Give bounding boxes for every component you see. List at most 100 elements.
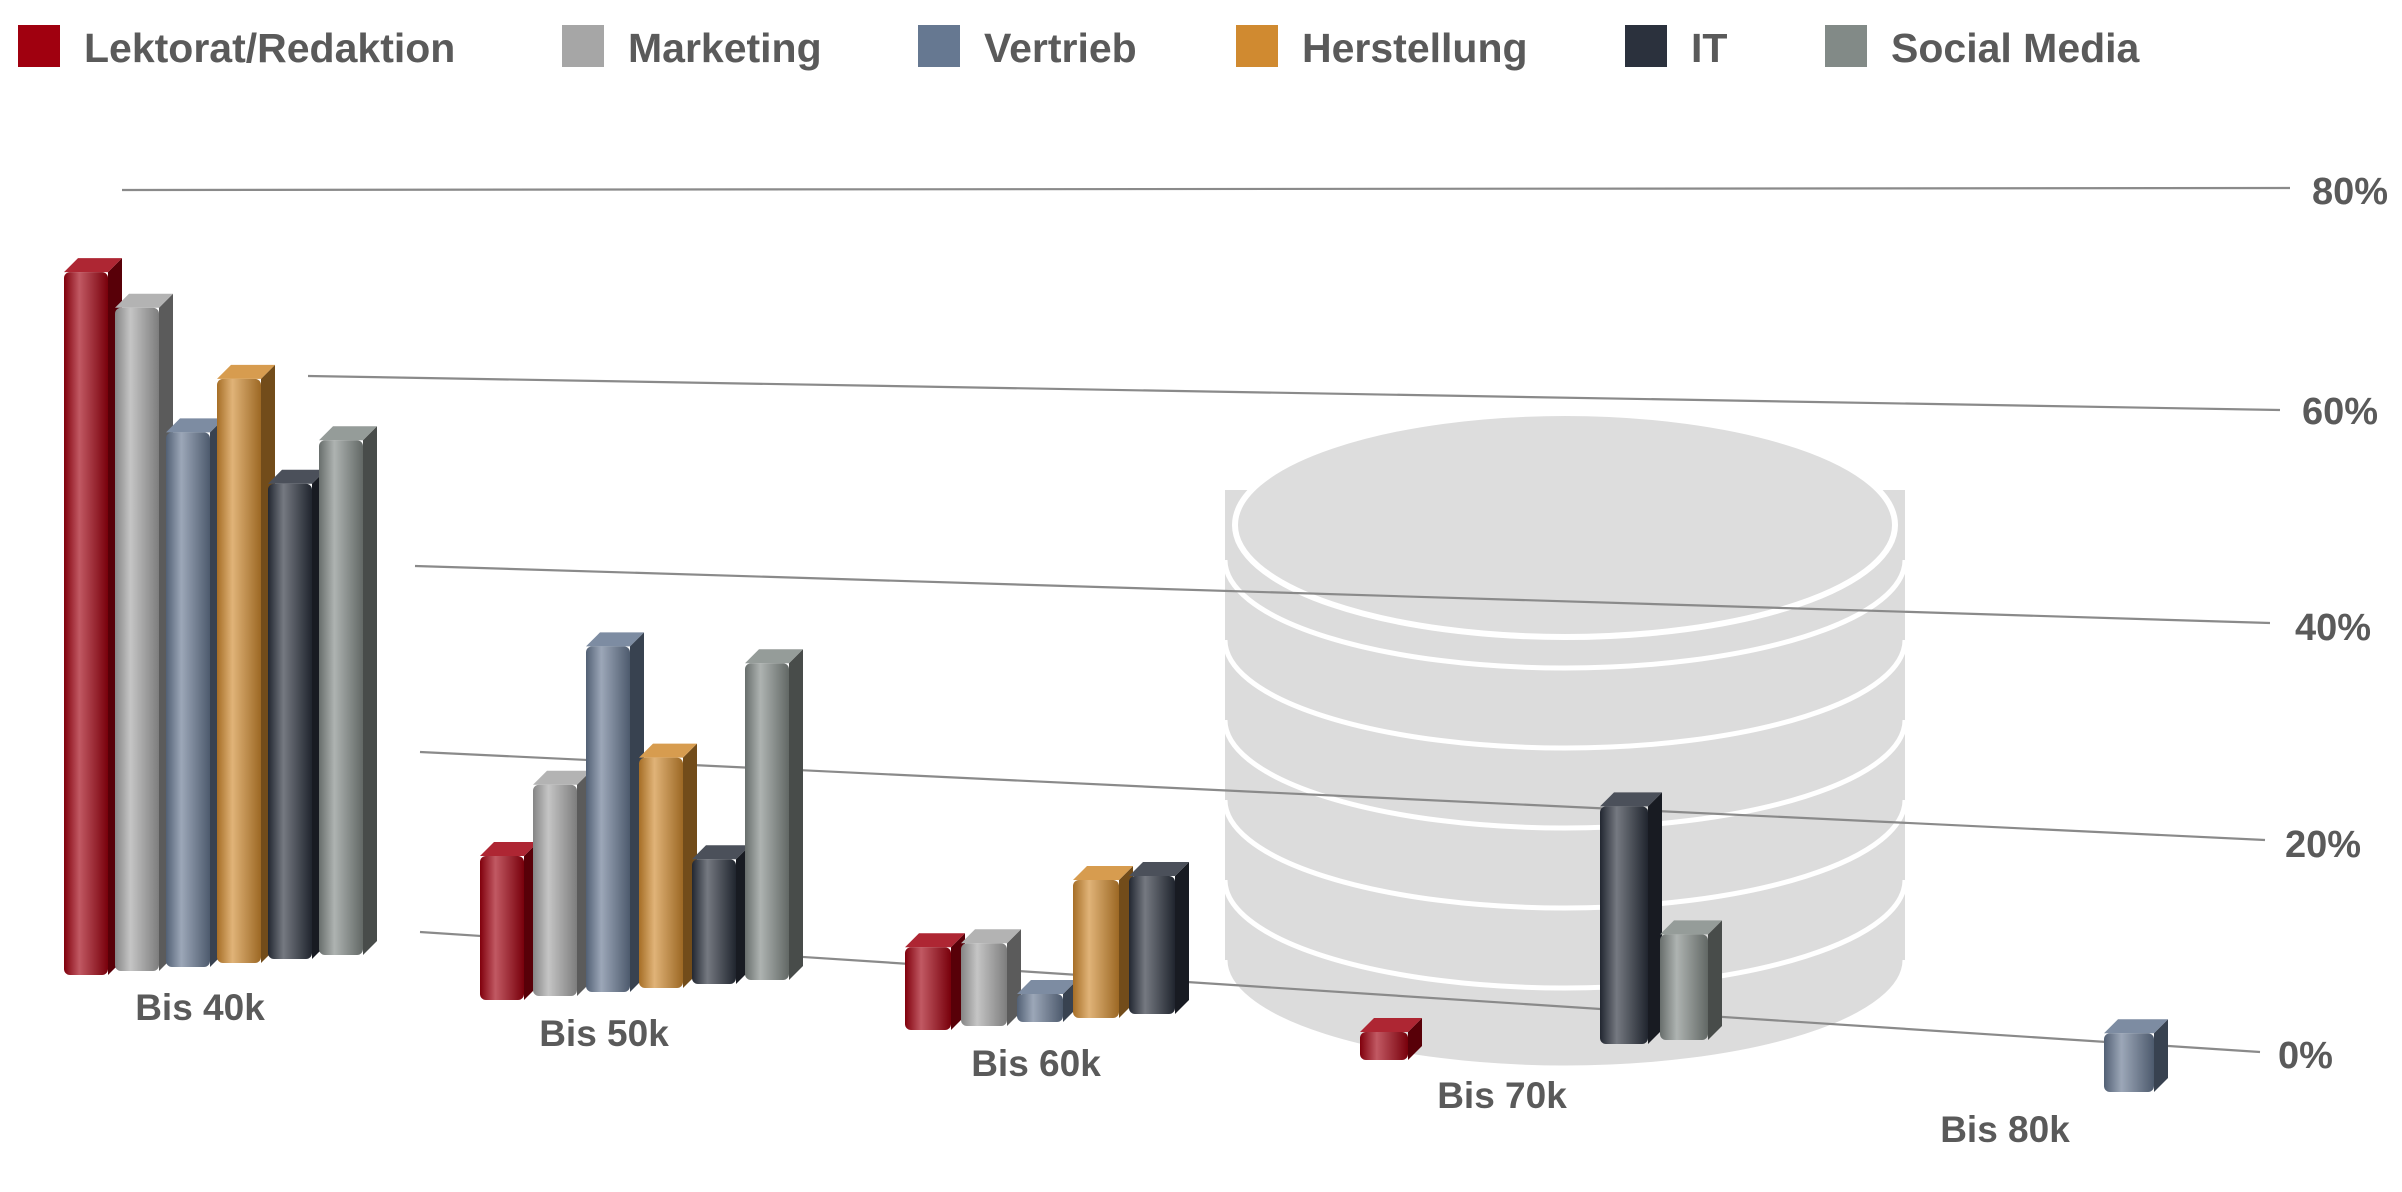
bar-front (319, 440, 363, 955)
x-category-label: Bis 40k (135, 987, 265, 1028)
legend-item: Herstellung (1236, 25, 1528, 71)
legend-swatch (918, 25, 960, 67)
bar-top (1017, 980, 1077, 994)
bar (64, 258, 122, 976)
bar (1660, 920, 1722, 1040)
gridline (307, 374, 2281, 412)
x-axis-categories: Bis 40k Bis 50k Bis 60k Bis 70k Bis 80k (135, 987, 2070, 1150)
x-category-label: Bis 50k (539, 1013, 669, 1054)
bar-front (217, 378, 261, 963)
bar-front (2104, 1033, 2154, 1092)
legend-swatch (1236, 25, 1278, 67)
database-top (1232, 410, 1898, 640)
bar-front (1073, 880, 1119, 1018)
bar-top (319, 426, 377, 441)
bar-front (745, 663, 789, 980)
bar-top (905, 933, 965, 948)
bar-front (1017, 994, 1063, 1022)
bar-front (905, 947, 951, 1030)
bar (166, 418, 224, 967)
bar-top (217, 364, 275, 379)
bar-top (1660, 920, 1722, 935)
bar-front (1360, 1032, 1408, 1060)
bar (961, 929, 1021, 1026)
gridline (419, 750, 2266, 842)
legend-label: Social Media (1891, 25, 2141, 71)
x-category-label: Bis 80k (1940, 1109, 2070, 1150)
bar-top (1600, 792, 1662, 807)
bar (268, 469, 326, 959)
bar (1073, 866, 1133, 1018)
bar-top (745, 649, 803, 664)
y-tick-label: 40% (2295, 607, 2371, 649)
legend-item: Vertrieb (918, 25, 1137, 71)
bar (533, 770, 591, 996)
gridline (414, 564, 2271, 625)
bar-front (64, 272, 108, 976)
bar-front (166, 432, 210, 967)
legend-label: Herstellung (1302, 25, 1528, 71)
bar-side (789, 649, 803, 980)
bars (64, 258, 2168, 1092)
x-category-label: Bis 70k (1437, 1075, 1567, 1116)
bar-top (64, 258, 122, 273)
y-tick-label: 0% (2278, 1035, 2333, 1077)
legend-item: Social Media (1825, 25, 2141, 71)
bar (692, 845, 750, 984)
legend-swatch (18, 25, 60, 67)
legend-swatch (1625, 25, 1667, 67)
bar-top (1129, 862, 1189, 876)
legend-label: Vertrieb (984, 25, 1137, 71)
bar-front (586, 646, 630, 992)
bar-top (1073, 866, 1133, 880)
bar-top (639, 743, 697, 758)
bar (2104, 1019, 2168, 1092)
bar (639, 743, 697, 988)
bar (586, 632, 644, 992)
bar-front (1660, 934, 1708, 1040)
legend-label: IT (1691, 25, 1727, 71)
y-tick-label: 80% (2312, 171, 2388, 213)
bar-top (1360, 1018, 1422, 1032)
bar-front (115, 307, 159, 971)
bar-front (692, 859, 736, 984)
bar (1360, 1018, 1422, 1060)
bar (1017, 980, 1077, 1022)
bar-front (480, 856, 524, 1000)
bar-side (2154, 1019, 2168, 1092)
bar (217, 364, 275, 963)
bar-side (1175, 862, 1189, 1014)
database-stack-icon (1222, 410, 1908, 1071)
y-tick-label: 20% (2285, 824, 2361, 866)
bar (1129, 862, 1189, 1014)
bar-top (2104, 1019, 2168, 1034)
bar (1600, 792, 1662, 1044)
bar-top (961, 929, 1021, 944)
bar (319, 426, 377, 955)
gridlines (121, 186, 2291, 1054)
legend-item: Lektorat/Redaktion (18, 25, 455, 71)
bar-front (1600, 806, 1648, 1044)
legend: Lektorat/Redaktion Marketing Vertrieb Herst… (18, 25, 2141, 71)
x-category-label: Bis 60k (971, 1043, 1101, 1084)
bar-top (533, 770, 591, 785)
legend-swatch (562, 25, 604, 67)
bar-front (533, 784, 577, 996)
legend-item: Marketing (562, 25, 822, 71)
bar-top (586, 632, 644, 647)
bar-front (1129, 876, 1175, 1014)
bar-front (961, 943, 1007, 1026)
legend-label: Marketing (628, 25, 822, 71)
bar-side (1708, 920, 1722, 1040)
bar (745, 649, 803, 980)
bar-top (268, 469, 326, 484)
bar-side (363, 426, 377, 955)
legend-swatch (1825, 25, 1867, 67)
bar-top (166, 418, 224, 433)
bar-side (1648, 792, 1662, 1044)
bar-top (480, 842, 538, 856)
bar (115, 293, 173, 971)
gridline (121, 186, 2291, 192)
